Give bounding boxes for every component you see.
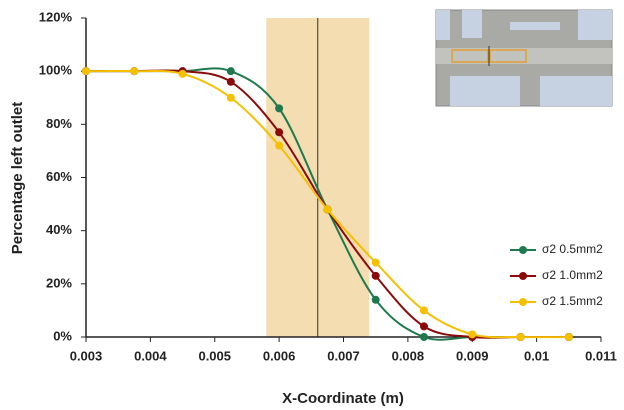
legend-label: σ2 0.5mm2	[542, 242, 603, 256]
point	[323, 205, 332, 214]
point	[516, 333, 525, 341]
point	[275, 104, 284, 113]
y-tick-label: 20%	[46, 275, 72, 290]
point	[178, 69, 187, 78]
x-tick-label: 0.006	[263, 348, 296, 363]
point	[419, 333, 428, 341]
point	[275, 141, 284, 150]
y-tick-label: 120%	[39, 9, 73, 24]
point	[419, 322, 428, 331]
point	[564, 333, 573, 341]
y-axis-title: Percentage left outlet	[9, 102, 26, 255]
x-tick-label: 0.008	[392, 348, 425, 363]
x-tick-label: 0.011	[585, 348, 617, 363]
point	[226, 93, 235, 102]
legend-marker	[519, 246, 527, 254]
point	[275, 128, 284, 137]
point	[371, 271, 380, 280]
point	[226, 67, 235, 76]
x-axis-title: X-Coordinate (m)	[282, 390, 404, 407]
x-tick-label: 0.009	[456, 348, 489, 363]
point	[419, 306, 428, 315]
y-tick-label: 80%	[46, 116, 72, 131]
point	[371, 258, 380, 267]
y-tick-label: 60%	[46, 169, 72, 184]
legend-marker	[519, 272, 527, 280]
point	[130, 67, 139, 76]
legend-label: σ2 1.0mm2	[542, 268, 603, 282]
y-tick-label: 100%	[39, 63, 73, 78]
point	[371, 295, 380, 304]
y-tick-label: 0%	[53, 328, 72, 343]
point	[82, 67, 90, 76]
x-tick-label: 0.01	[524, 348, 549, 363]
x-tick-label: 0.003	[70, 348, 103, 363]
point	[226, 77, 235, 86]
point	[468, 330, 477, 339]
x-tick-label: 0.007	[327, 348, 360, 363]
legend-marker	[519, 298, 527, 306]
inset-image	[435, 9, 613, 107]
y-tick-label: 40%	[46, 222, 72, 237]
legend-label: σ2 1.5mm2	[542, 294, 603, 308]
x-tick-label: 0.004	[134, 348, 167, 363]
x-tick-label: 0.005	[198, 348, 231, 363]
